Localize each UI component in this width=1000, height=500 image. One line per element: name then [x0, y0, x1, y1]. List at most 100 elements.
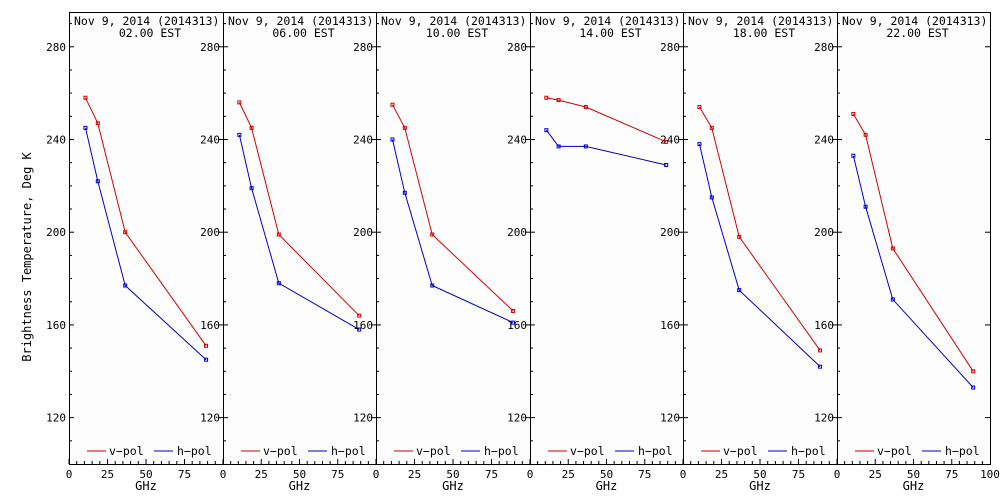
h-pol-point	[430, 283, 435, 288]
y-tick-label: 160	[660, 319, 680, 332]
panel-1: Nov 9, 2014 (2014313)02.00 EST 120 160 200 2…	[46, 12, 224, 493]
y-tick-label: 240	[814, 133, 834, 146]
h-pol-point	[863, 204, 868, 209]
h-pol-point	[511, 320, 516, 325]
y-tick-label: 120	[46, 412, 66, 425]
panel-subtitle: 22.00 EST	[886, 26, 948, 40]
y-tick-label: 200	[200, 226, 220, 239]
h-pol-point	[123, 283, 128, 288]
x-tick-label: 0	[680, 468, 687, 481]
v-pol-point	[544, 95, 549, 100]
h-pol-point	[276, 281, 281, 286]
h-pol-point	[697, 142, 702, 147]
h-pol-point	[583, 144, 588, 149]
y-tick-label: 280	[46, 41, 66, 54]
h-pol-point	[249, 186, 254, 191]
x-tick-label: 0	[834, 468, 841, 481]
h-pol-line	[852, 155, 974, 388]
v-pol-line	[852, 113, 974, 372]
v-pol-point	[123, 230, 128, 235]
legend-h-label: h−pol	[945, 444, 980, 458]
y-tick-label: 280	[507, 41, 527, 54]
v-pol-point	[95, 121, 100, 126]
h-pol-point	[851, 153, 856, 158]
x-tick-label: 75	[792, 468, 805, 481]
h-pol-line	[546, 129, 667, 166]
panel-frame	[837, 12, 991, 465]
y-tick-label: 120	[200, 412, 220, 425]
panel-4: Nov 9, 2014 (2014313)14.00 EST 120 160 200 2…	[507, 12, 684, 493]
x-tick-label: 50	[600, 468, 613, 481]
x-tick-label: 100	[980, 468, 1000, 481]
x-tick-label: 75	[638, 468, 651, 481]
y-tick-label: 240	[200, 133, 220, 146]
panel-title: Nov 9, 2014 (2014313)	[535, 14, 680, 28]
x-tick-label: 75	[331, 468, 344, 481]
v-pol-point	[863, 132, 868, 137]
v-pol-point	[276, 232, 281, 237]
h-pol-line	[85, 127, 207, 361]
v-pol-line	[546, 97, 667, 143]
y-tick-label: 120	[507, 412, 527, 425]
v-pol-point	[83, 95, 88, 100]
x-tick-label: 0	[527, 468, 534, 481]
y-tick-label: 280	[200, 41, 220, 54]
v-pol-point	[249, 125, 254, 130]
legend-v-label: v−pol	[723, 444, 758, 458]
legend-v-label: v−pol	[570, 444, 605, 458]
y-tick-label: 160	[46, 319, 66, 332]
panel-subtitle: 18.00 EST	[733, 26, 795, 40]
x-tick-label: 25	[562, 468, 575, 481]
x-tick-label: 50	[907, 468, 920, 481]
h-pol-point	[737, 288, 742, 293]
v-pol-line	[392, 104, 514, 312]
v-pol-point	[402, 125, 407, 130]
x-tick-label: 25	[408, 468, 421, 481]
h-pol-point	[556, 144, 561, 149]
legend-v-label: v−pol	[416, 444, 451, 458]
h-pol-point	[664, 162, 669, 167]
panel-frame	[376, 12, 531, 465]
x-tick-label: 50	[753, 468, 766, 481]
panel-6: Nov 9, 2014 (2014313)22.00 EST 120 160 200 2…	[814, 12, 1000, 493]
h-pol-point	[402, 190, 407, 195]
legend-h-label: h−pol	[638, 444, 673, 458]
x-axis-label: GHz	[903, 479, 925, 493]
v-pol-point	[818, 348, 823, 353]
x-tick-label: 75	[485, 468, 498, 481]
h-pol-line	[238, 134, 360, 331]
h-pol-point	[95, 179, 100, 184]
x-tick-label: 0	[66, 468, 73, 481]
legend-h-label: h−pol	[791, 444, 826, 458]
y-tick-label: 160	[814, 319, 834, 332]
h-pol-point	[204, 357, 209, 362]
y-tick-label: 200	[660, 226, 680, 239]
v-pol-point	[430, 232, 435, 237]
x-tick-label: 25	[255, 468, 268, 481]
h-pol-point	[818, 364, 823, 369]
x-tick-label: 75	[945, 468, 958, 481]
panel-subtitle: 14.00 EST	[579, 26, 641, 40]
h-pol-line	[392, 139, 514, 324]
v-pol-point	[556, 98, 561, 103]
x-axis-label: GHz	[596, 479, 618, 493]
panel-3: Nov 9, 2014 (2014313)10.00 EST 120 160 200 2…	[353, 12, 531, 493]
y-tick-label: 200	[507, 226, 527, 239]
panel-frame	[683, 12, 838, 465]
y-tick-label: 280	[660, 41, 680, 54]
h-pol-point	[237, 132, 242, 137]
y-tick-label: 120	[353, 412, 373, 425]
h-pol-point	[357, 327, 362, 332]
v-pol-point	[737, 234, 742, 239]
panel-frame	[223, 12, 377, 465]
y-tick-label: 240	[46, 133, 66, 146]
panel-subtitle: 10.00 EST	[426, 26, 488, 40]
panel-title: Nov 9, 2014 (2014313)	[74, 14, 219, 28]
panel-2: Nov 9, 2014 (2014313)06.00 EST 120 160 200 2…	[200, 12, 377, 493]
h-pol-point	[83, 125, 88, 130]
v-pol-line	[699, 106, 821, 351]
y-tick-label: 120	[814, 412, 834, 425]
panel-subtitle: 02.00 EST	[119, 26, 181, 40]
h-pol-point	[971, 385, 976, 390]
